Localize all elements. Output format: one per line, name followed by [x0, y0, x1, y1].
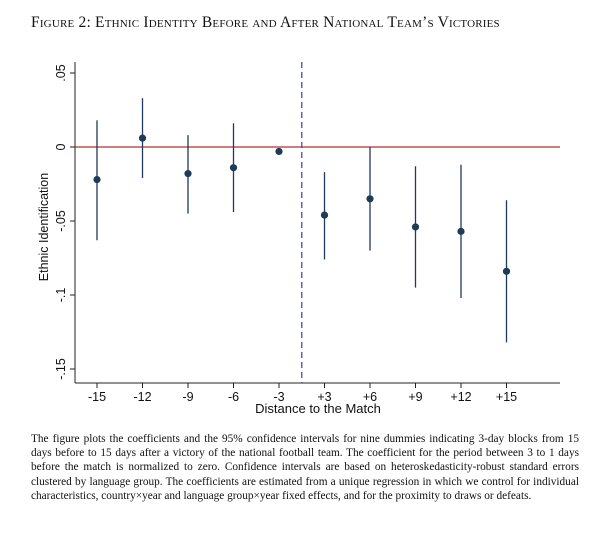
coefficient-point — [93, 175, 101, 184]
coefficient-point — [138, 134, 147, 142]
y-tick-label: .05 — [54, 64, 68, 81]
x-tick-label: -6 — [228, 390, 239, 404]
coefficient-point — [457, 227, 465, 235]
coefficient-chart: -15 -12 -9 -6 -3 +3 +6 +9 +12 +15 .05 0 -.05 -.1 -.15… — [37, 62, 560, 416]
figure-caption: The figure plots the coefficients and th… — [31, 433, 579, 502]
x-tick-label: -3 — [273, 390, 284, 404]
x-tick-label: +9 — [408, 390, 422, 404]
coefficient-point — [275, 147, 283, 156]
y-axis-ticks: .05 0 -.05 -.1 -.15 — [54, 64, 75, 380]
y-axis-title: Ethnic Identification — [37, 173, 51, 281]
x-tick-label: +3 — [317, 390, 331, 404]
coefficient-point — [502, 267, 511, 275]
y-tick-label: 0 — [54, 143, 68, 150]
x-tick-label: +6 — [363, 390, 377, 404]
x-tick-label: -15 — [88, 390, 106, 404]
y-tick-label: -.05 — [54, 210, 68, 232]
figure-title: Figure 2: Ethnic Identity Before and Aft… — [31, 14, 500, 31]
x-tick-label: -9 — [182, 390, 193, 404]
coefficient-point — [366, 195, 374, 203]
reference-lines — [75, 62, 560, 383]
coefficient-points — [93, 134, 511, 275]
plot-frame — [74, 62, 560, 384]
x-tick-label: +15 — [496, 390, 517, 404]
x-tick-label: +12 — [450, 390, 471, 404]
x-axis-ticks: -15 -12 -9 -6 -3 +3 +6 +9 +12 +15 — [88, 383, 517, 404]
x-axis-title: Distance to the Match — [255, 401, 381, 416]
coefficient-point — [320, 211, 329, 219]
x-tick-label: -12 — [133, 390, 151, 404]
coefficient-point — [184, 170, 192, 178]
coefficient-point — [411, 223, 420, 231]
coefficient-point — [229, 164, 238, 172]
y-tick-label: -.15 — [54, 358, 68, 380]
y-tick-label: -.1 — [54, 288, 68, 303]
